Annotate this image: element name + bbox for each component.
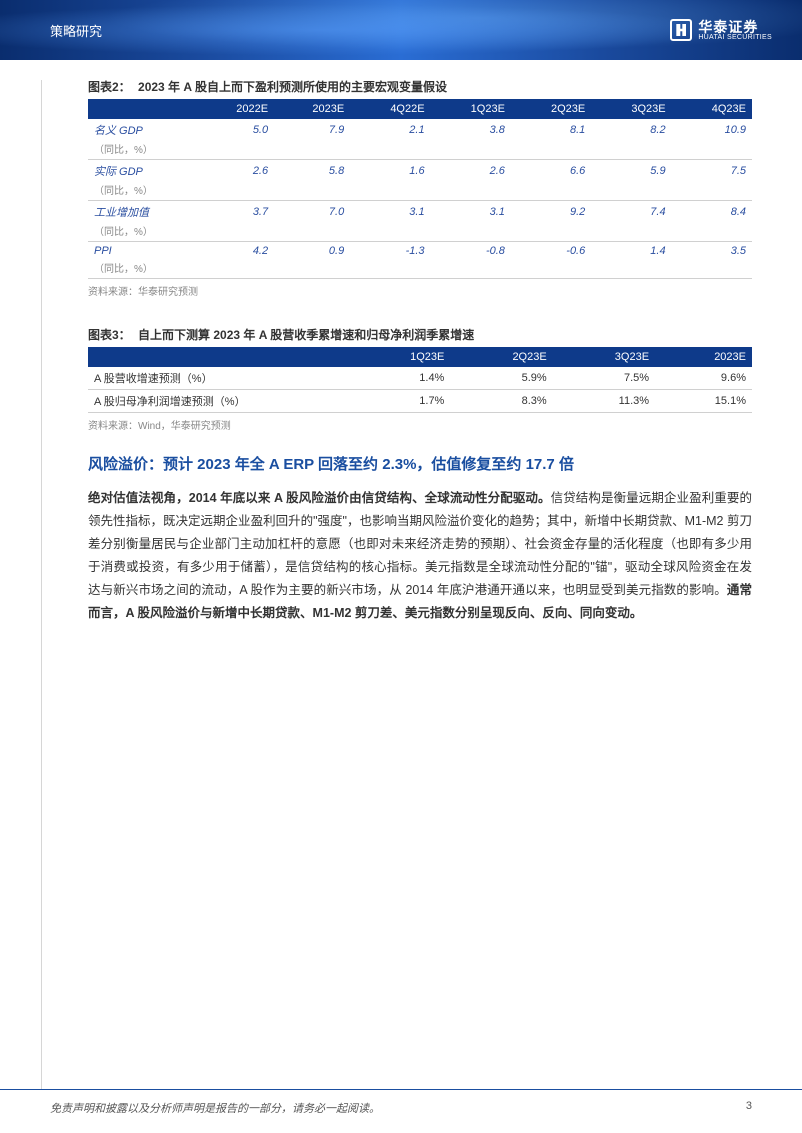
table2-col-header: 1Q23E bbox=[431, 99, 511, 119]
table2-cell: 3.1 bbox=[350, 201, 430, 224]
page-number: 3 bbox=[746, 1100, 752, 1112]
table2-cell: 7.9 bbox=[274, 119, 350, 141]
table2-col-header: 4Q22E bbox=[350, 99, 430, 119]
table3-col-header: 1Q23E bbox=[348, 347, 450, 367]
table2-col-header: 2022E bbox=[198, 99, 274, 119]
table3-caption: 图表3： 自上而下测算 2023 年 A 股营收季累增速和归母净利润季累增速 bbox=[88, 326, 752, 343]
table3-cell: 1.4% bbox=[348, 367, 450, 390]
table2-row-label: 名义 GDP bbox=[88, 119, 198, 141]
table2-cell: 0.9 bbox=[274, 242, 350, 261]
table2-sub-row: （同比，%） bbox=[88, 141, 752, 160]
para-lead-bold: 绝对估值法视角，2014 年底以来 A 股风险溢价由信贷结构、全球流动性分配驱动… bbox=[88, 491, 551, 505]
table2-header-row: 2022E2023E4Q22E1Q23E2Q23E3Q23E4Q23E bbox=[88, 99, 752, 119]
table3-row-label: A 股营收增速预测（%） bbox=[88, 367, 348, 390]
table2-cell: 8.4 bbox=[672, 201, 752, 224]
table2-row: 名义 GDP5.07.92.13.88.18.210.9 bbox=[88, 119, 752, 141]
table2-cell: 2.6 bbox=[198, 160, 274, 183]
table2-cell: 5.9 bbox=[591, 160, 671, 183]
table2-cell: 3.8 bbox=[431, 119, 511, 141]
table2-col-header: 2023E bbox=[274, 99, 350, 119]
table2-cell: -0.8 bbox=[431, 242, 511, 261]
brand-logo: 华泰证券 HUATAI SECURITIES bbox=[670, 19, 772, 41]
page-content: 图表2： 2023 年 A 股自上而下盈利预测所使用的主要宏观变量假设 2022… bbox=[0, 60, 802, 625]
table3-header-row: 1Q23E2Q23E3Q23E2023E bbox=[88, 347, 752, 367]
table2-cell: 5.8 bbox=[274, 160, 350, 183]
table2-row-label: 实际 GDP bbox=[88, 160, 198, 183]
table2-row-label: PPI bbox=[88, 242, 198, 261]
page-footer: 免责声明和披露以及分析师声明是报告的一部分，请务必一起阅读。 3 bbox=[0, 1089, 802, 1133]
table2-col-header: 2Q23E bbox=[511, 99, 591, 119]
table2-sub-row: （同比，%） bbox=[88, 223, 752, 242]
table2-cell: 5.0 bbox=[198, 119, 274, 141]
table3-row: A 股营收增速预测（%）1.4%5.9%7.5%9.6% bbox=[88, 367, 752, 390]
table2-cell: 6.6 bbox=[511, 160, 591, 183]
table3: 1Q23E2Q23E3Q23E2023E A 股营收增速预测（%）1.4%5.9… bbox=[88, 347, 752, 413]
table2-sub-label: （同比，%） bbox=[88, 182, 198, 201]
table2-cell: 7.4 bbox=[591, 201, 671, 224]
table2-row: 实际 GDP2.65.81.62.66.65.97.5 bbox=[88, 160, 752, 183]
table2-col-header bbox=[88, 99, 198, 119]
table2-col-header: 3Q23E bbox=[591, 99, 671, 119]
table3-row: A 股归母净利润增速预测（%）1.7%8.3%11.3%15.1% bbox=[88, 390, 752, 413]
table3-col-header: 2023E bbox=[655, 347, 752, 367]
section-title: 策略研究 bbox=[50, 21, 102, 40]
table2-sub-label: （同比，%） bbox=[88, 260, 198, 279]
table2: 2022E2023E4Q22E1Q23E2Q23E3Q23E4Q23E 名义 G… bbox=[88, 99, 752, 279]
table2-cell: -1.3 bbox=[350, 242, 430, 261]
table2-row: 工业增加值3.77.03.13.19.27.48.4 bbox=[88, 201, 752, 224]
table3-col-header bbox=[88, 347, 348, 367]
brand-logo-cn: 华泰证券 bbox=[698, 20, 772, 34]
brand-logo-icon bbox=[670, 19, 692, 41]
table2-sub-row: （同比，%） bbox=[88, 182, 752, 201]
table2-sub-label: （同比，%） bbox=[88, 141, 198, 160]
table2-cell: 1.6 bbox=[350, 160, 430, 183]
footer-disclaimer: 免责声明和披露以及分析师声明是报告的一部分，请务必一起阅读。 bbox=[50, 1100, 380, 1116]
table2-cell: 3.7 bbox=[198, 201, 274, 224]
table2-sub-label: （同比，%） bbox=[88, 223, 198, 242]
page-header: 策略研究 华泰证券 HUATAI SECURITIES bbox=[0, 0, 802, 60]
side-divider bbox=[41, 80, 42, 1089]
table2-row-label: 工业增加值 bbox=[88, 201, 198, 224]
table2-cell: 8.1 bbox=[511, 119, 591, 141]
table2-col-header: 4Q23E bbox=[672, 99, 752, 119]
table2-cell: 7.5 bbox=[672, 160, 752, 183]
body-paragraph: 绝对估值法视角，2014 年底以来 A 股风险溢价由信贷结构、全球流动性分配驱动… bbox=[88, 487, 752, 626]
brand-logo-en: HUATAI SECURITIES bbox=[698, 34, 772, 41]
table2-cell: 2.1 bbox=[350, 119, 430, 141]
table2-cell: 9.2 bbox=[511, 201, 591, 224]
table2-sub-row: （同比，%） bbox=[88, 260, 752, 279]
table2-source: 资料来源：华泰研究预测 bbox=[88, 283, 752, 298]
table2-cell: 8.2 bbox=[591, 119, 671, 141]
table3-col-header: 2Q23E bbox=[450, 347, 552, 367]
table2-cell: 1.4 bbox=[591, 242, 671, 261]
table3-cell: 1.7% bbox=[348, 390, 450, 413]
table3-source: 资料来源：Wind，华泰研究预测 bbox=[88, 417, 752, 432]
table2-cell: 7.0 bbox=[274, 201, 350, 224]
table2-cell: 4.2 bbox=[198, 242, 274, 261]
table3-cell: 15.1% bbox=[655, 390, 752, 413]
table3-cell: 5.9% bbox=[450, 367, 552, 390]
table3-cell: 11.3% bbox=[553, 390, 655, 413]
table2-row: PPI4.20.9-1.3-0.8-0.61.43.5 bbox=[88, 242, 752, 261]
table2-cell: 3.5 bbox=[672, 242, 752, 261]
table2-cell: -0.6 bbox=[511, 242, 591, 261]
table3-cell: 8.3% bbox=[450, 390, 552, 413]
table2-cell: 3.1 bbox=[431, 201, 511, 224]
table3-col-header: 3Q23E bbox=[553, 347, 655, 367]
table3-row-label: A 股归母净利润增速预测（%） bbox=[88, 390, 348, 413]
table3-cell: 7.5% bbox=[553, 367, 655, 390]
table2-cell: 10.9 bbox=[672, 119, 752, 141]
table2-caption: 图表2： 2023 年 A 股自上而下盈利预测所使用的主要宏观变量假设 bbox=[88, 78, 752, 95]
section-heading: 风险溢价：预计 2023 年全 A ERP 回落至约 2.3%，估值修复至约 1… bbox=[88, 454, 752, 477]
table3-cell: 9.6% bbox=[655, 367, 752, 390]
table2-cell: 2.6 bbox=[431, 160, 511, 183]
para-body: 信贷结构是衡量远期企业盈利重要的领先性指标，既决定远期企业盈利回升的"强度"，也… bbox=[88, 491, 752, 598]
